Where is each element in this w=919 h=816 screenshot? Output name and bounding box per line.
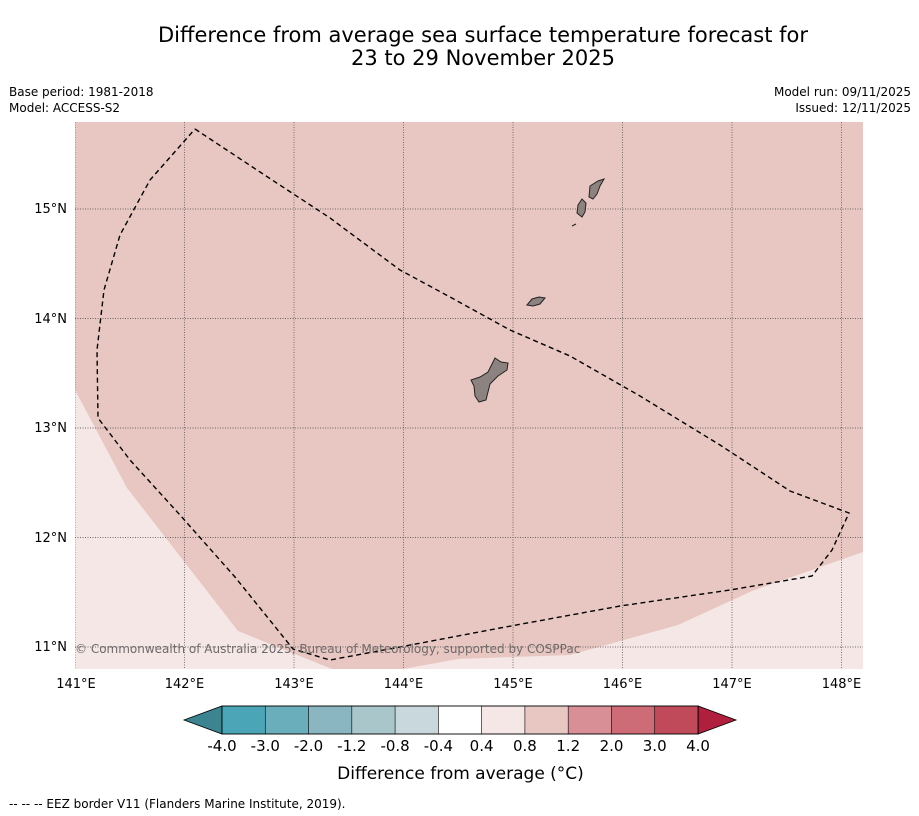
issued-date: Issued: 12/11/2025 (795, 101, 911, 115)
anomaly-band-lower-right (403, 552, 863, 669)
lon-axis: 141°E 142°E 143°E 144°E 145°E 146°E 147°… (56, 677, 861, 692)
cb-label-7: 0.8 (513, 737, 537, 755)
cb-label-9: 2.0 (600, 737, 624, 755)
lon-tick-145: 145°E (493, 677, 533, 692)
lat-tick-15: 15°N (34, 202, 67, 217)
model-name: Model: ACCESS-S2 (9, 101, 121, 115)
copyright-text: © Commonwealth of Australia 2025, Bureau… (75, 642, 580, 656)
island-guam (470, 357, 509, 403)
lon-tick-148: 148°E (822, 677, 862, 692)
lon-tick-143: 143°E (274, 677, 314, 692)
eez-border (96, 128, 850, 661)
cb-label-1: -3.0 (251, 737, 280, 755)
colorbar-cell-4 (394, 705, 439, 735)
colorbar-title: Difference from average (°C) (337, 764, 584, 784)
island-rota (526, 296, 546, 307)
colorbar-cell-9 (611, 705, 656, 735)
island-tinian (576, 198, 587, 218)
meta-right: Model run: 09/11/2025 Issued: 12/11/2025 (774, 84, 911, 116)
cb-label-10: 3.0 (643, 737, 667, 755)
cb-label-11: 4.0 (686, 737, 710, 755)
lon-tick-147: 147°E (712, 677, 752, 692)
colorbar-cell-0 (221, 705, 266, 735)
colorbar-cell-5 (438, 705, 483, 735)
colorbar-outline (221, 705, 699, 735)
cb-label-3: -1.2 (337, 737, 366, 755)
anomaly-band-lower-left (75, 390, 332, 669)
lat-axis: 15°N 14°N 13°N 12°N 11°N (34, 202, 67, 655)
base-period: Base period: 1981-2018 (9, 85, 154, 99)
map-area: © Commonwealth of Australia 2025, Bureau… (75, 122, 863, 669)
model-run: Model run: 09/11/2025 (773, 85, 911, 99)
cb-label-6: 0.4 (470, 737, 494, 755)
colorbar-cell-6 (481, 705, 526, 735)
island-aguijan (571, 223, 577, 227)
lon-tick-144: 144°E (384, 677, 424, 692)
lon-tick-142: 142°E (165, 677, 205, 692)
cb-label-8: 1.2 (556, 737, 580, 755)
lon-tick-141: 141°E (56, 677, 96, 692)
cb-label-0: -4.0 (207, 737, 236, 755)
island-saipan (588, 178, 606, 200)
cb-label-5: -0.4 (424, 737, 453, 755)
lat-tick-12: 12°N (34, 531, 67, 546)
colorbar: -4.0 -3.0 -2.0 -1.2 -0.8 -0.4 0.4 0.8 1.… (182, 705, 738, 755)
colorbar-cell-10 (654, 705, 699, 735)
chart-title-line1: Difference from average sea surface temp… (158, 23, 808, 47)
cb-label-2: -2.0 (294, 737, 323, 755)
lon-tick-146: 146°E (603, 677, 643, 692)
lat-tick-11: 11°N (34, 640, 67, 655)
colorbar-cell-1 (264, 705, 310, 735)
colorbar-cell-3 (351, 705, 396, 735)
chart-title-line2: 23 to 29 November 2025 (351, 46, 615, 70)
colorbar-labels: -4.0 -3.0 -2.0 -1.2 -0.8 -0.4 0.4 0.8 1.… (207, 737, 710, 755)
colorbar-cell-7 (524, 705, 569, 735)
lat-tick-14: 14°N (34, 312, 67, 327)
meta-left: Base period: 1981-2018 Model: ACCESS-S2 (9, 84, 154, 116)
islands (470, 178, 606, 403)
lat-tick-13: 13°N (34, 421, 67, 436)
colorbar-under-arrow (182, 705, 223, 735)
graticule (75, 122, 863, 669)
colorbar-cell-8 (567, 705, 613, 735)
colorbar-over-arrow (697, 705, 738, 735)
eez-footnote: -- -- -- EEZ border V11 (Flanders Marine… (9, 797, 346, 811)
colorbar-cell-2 (308, 705, 353, 735)
cb-label-4: -0.8 (380, 737, 409, 755)
colorbar-cells (221, 705, 699, 735)
